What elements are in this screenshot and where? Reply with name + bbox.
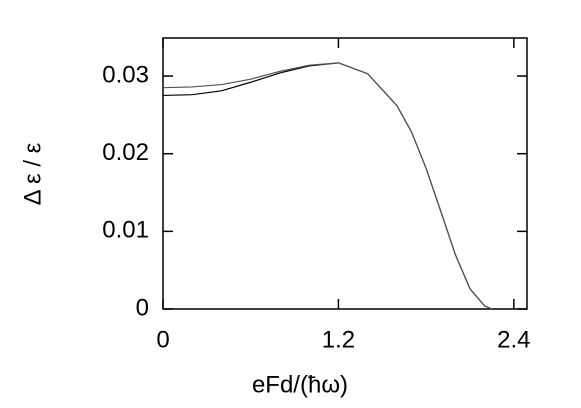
- x-axis-label: eFd/(ħω): [252, 371, 348, 398]
- x-tick-label: 0: [156, 326, 169, 353]
- x-tick-label: 2.4: [497, 326, 530, 353]
- series-line: [162, 62, 493, 310]
- y-tick-label: 0.03: [102, 61, 149, 88]
- x-tick-label: 1.2: [322, 326, 355, 353]
- series-line: [162, 62, 493, 310]
- y-tick-label: 0.02: [102, 139, 149, 166]
- y-axis-label: Δ ε / ε: [19, 142, 46, 205]
- y-tick-label: 0.01: [102, 217, 149, 244]
- plot-frame: [162, 37, 528, 310]
- y-tick-label: 0: [136, 294, 149, 321]
